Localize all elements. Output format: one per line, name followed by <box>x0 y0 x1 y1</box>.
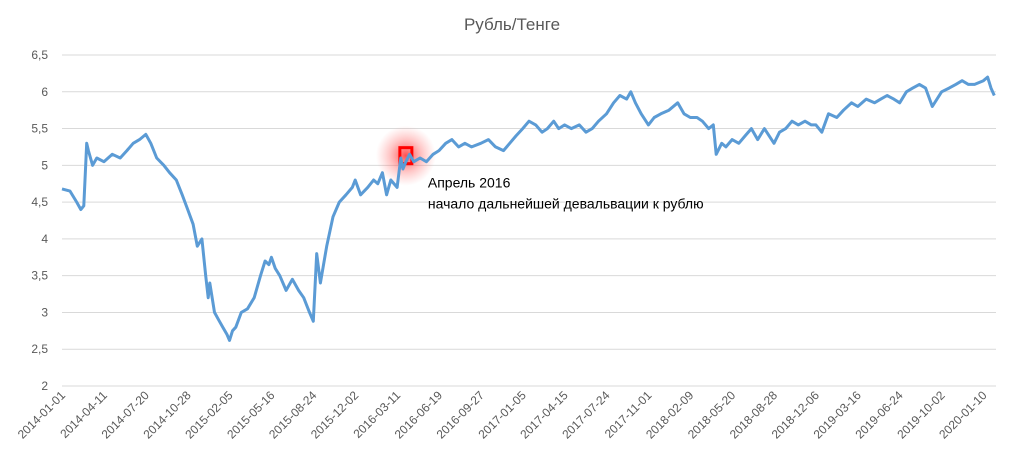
x-axis-ticks: 2014-01-012014-04-112014-07-202014-10-28… <box>15 388 990 442</box>
highlight-marker <box>375 125 436 186</box>
series-line <box>61 75 996 342</box>
y-tick-label: 2 <box>41 379 48 393</box>
y-tick-label: 3,5 <box>31 269 48 283</box>
highlight-glow <box>375 125 436 186</box>
y-tick-label: 6 <box>41 85 48 99</box>
y-tick-label: 3 <box>41 305 48 319</box>
y-tick-label: 4,5 <box>31 195 48 209</box>
y-axis-ticks: 2 2,5 3 3,5 4 4,5 5 5,5 6 6,5 <box>31 48 48 393</box>
annotation-text: начало дальнейшей девальвации к рублю <box>428 196 704 212</box>
y-tick-label: 4 <box>41 232 48 246</box>
chart-title: Рубль/Тенге <box>464 15 560 34</box>
y-tick-label: 5,5 <box>31 122 48 136</box>
grid-lines <box>62 54 996 387</box>
y-tick-label: 2,5 <box>31 342 48 356</box>
annotation-title: Апрель 2016 <box>428 175 511 191</box>
y-tick-label: 5 <box>41 158 48 172</box>
y-tick-label: 6,5 <box>31 48 48 62</box>
